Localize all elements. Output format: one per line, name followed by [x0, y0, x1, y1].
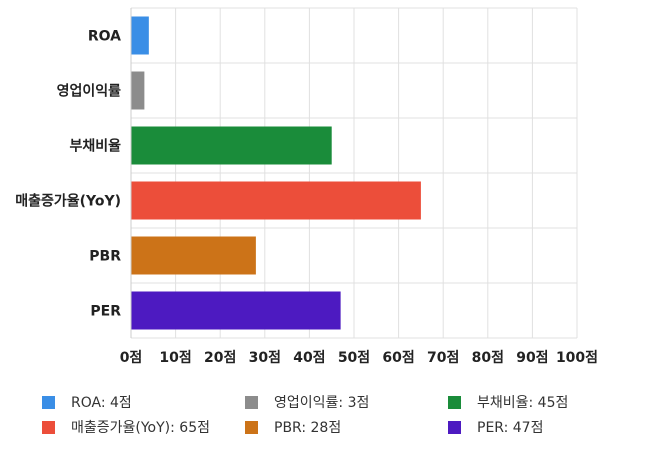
- x-tick-label: 90점: [516, 349, 548, 366]
- bar: [131, 181, 421, 220]
- category-label: PER: [90, 304, 121, 320]
- x-tick-label: 100점: [556, 349, 598, 366]
- x-tick-label: 60점: [382, 349, 414, 366]
- x-tick-label: 30점: [249, 349, 281, 366]
- x-tick-label: 70점: [427, 349, 459, 366]
- x-tick-label: 0점: [120, 349, 143, 366]
- x-tick-label: 20점: [204, 349, 236, 366]
- x-tick-label: 40점: [293, 349, 325, 366]
- x-tick-label: 50점: [338, 349, 370, 366]
- category-label: 부채비율: [69, 138, 121, 155]
- category-label: 매출증가율(YoY): [15, 193, 121, 210]
- bar: [131, 16, 149, 55]
- category-label: PBR: [89, 249, 121, 265]
- bar: [131, 126, 332, 165]
- x-tick-label: 80점: [472, 349, 504, 366]
- category-label: ROA: [88, 29, 121, 45]
- bar: [131, 291, 341, 330]
- bar: [131, 236, 256, 275]
- bar: [131, 71, 145, 110]
- x-tick-label: 10점: [159, 349, 191, 366]
- category-label: 영업이익률: [57, 83, 122, 100]
